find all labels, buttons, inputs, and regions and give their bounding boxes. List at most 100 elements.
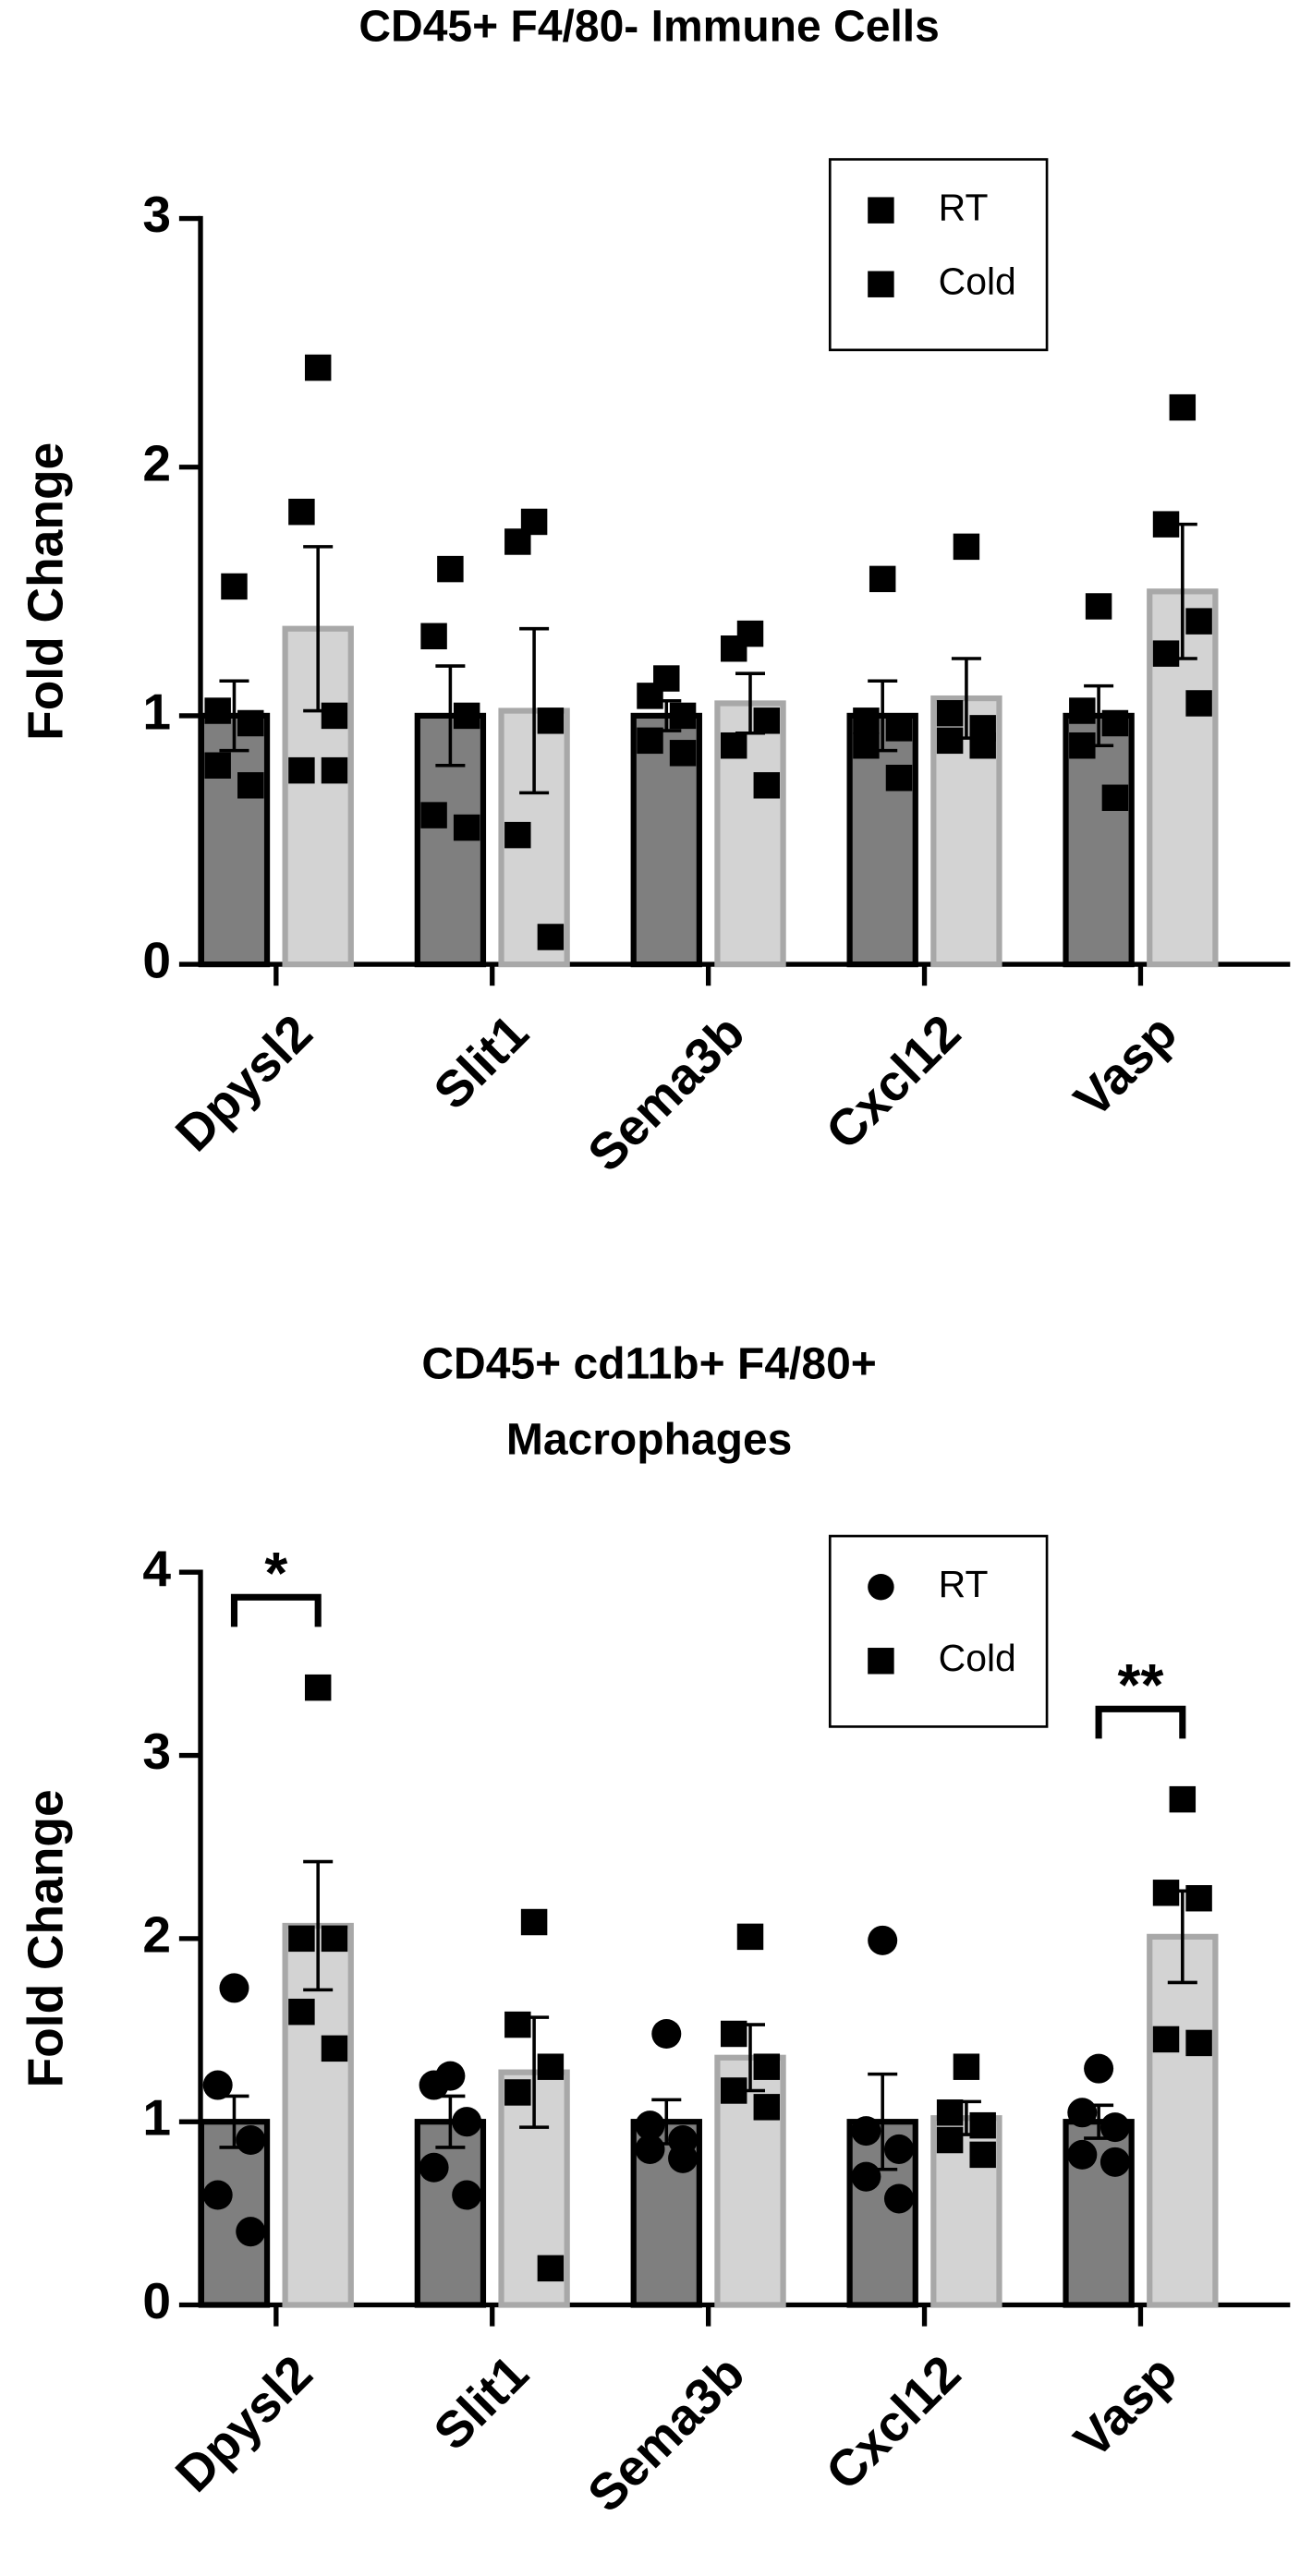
- data-point: [504, 2079, 531, 2106]
- legend-marker: [868, 1648, 894, 1675]
- data-point: [1185, 608, 1212, 635]
- data-point: [885, 764, 913, 792]
- data-point: [669, 702, 697, 730]
- data-point: [288, 756, 315, 784]
- data-point: [1100, 2147, 1130, 2177]
- data-point: [936, 2126, 964, 2154]
- x-tick-label: Cxcl12: [815, 1004, 972, 1161]
- significance-label: **: [1118, 1651, 1164, 1718]
- data-point: [969, 2141, 996, 2169]
- data-point: [537, 2053, 565, 2080]
- legend-marker: [868, 1573, 894, 1601]
- y-tick-label: 2: [142, 434, 171, 491]
- data-point: [202, 2180, 233, 2210]
- y-axis-label: Fold Change: [18, 442, 73, 741]
- error-bar: [303, 1859, 334, 1992]
- data-point: [504, 2011, 531, 2038]
- data-point: [753, 707, 781, 734]
- data-point: [236, 2125, 266, 2156]
- x-tick-label: Cxcl12: [815, 2344, 972, 2501]
- data-point: [537, 924, 565, 950]
- data-point: [202, 2070, 233, 2100]
- data-point: [437, 555, 464, 583]
- y-tick-label: 1: [142, 2089, 171, 2147]
- data-point: [204, 752, 231, 779]
- data-point: [1100, 2112, 1130, 2143]
- data-point: [1101, 709, 1129, 737]
- legend-box: [828, 1534, 1049, 1728]
- data-point: [953, 2053, 980, 2080]
- error-bar: [435, 664, 466, 768]
- y-tick-label: 4: [142, 1540, 171, 1597]
- bar: [414, 2119, 487, 2308]
- data-point: [1069, 697, 1096, 724]
- y-tick-label: 0: [142, 932, 171, 989]
- legend-marker: [868, 271, 894, 297]
- data-point: [651, 2018, 682, 2050]
- data-point: [504, 821, 531, 849]
- data-point: [419, 2070, 449, 2100]
- data-point: [720, 2020, 747, 2048]
- x-tick-label: Sema3b: [577, 2344, 755, 2522]
- x-tick-label: Vasp: [1063, 1004, 1187, 1129]
- data-point: [288, 1925, 315, 1953]
- data-point: [1084, 2053, 1114, 2084]
- data-point: [237, 709, 264, 737]
- data-point: [420, 623, 447, 650]
- legend-box: [828, 158, 1049, 352]
- data-point: [720, 635, 747, 662]
- data-point: [453, 814, 480, 841]
- data-point: [221, 573, 248, 600]
- data-point: [520, 1908, 548, 1936]
- data-point: [668, 2143, 699, 2173]
- data-point: [753, 772, 781, 799]
- data-point: [1067, 2098, 1098, 2128]
- data-point: [853, 732, 880, 759]
- data-point: [219, 1973, 249, 2003]
- legend-label: RT: [939, 1563, 989, 1605]
- data-point: [504, 528, 531, 555]
- data-point: [720, 732, 747, 759]
- data-point: [635, 2110, 665, 2141]
- data-point: [869, 565, 896, 593]
- data-point: [304, 354, 332, 381]
- data-point: [236, 2217, 266, 2247]
- data-point: [1185, 2029, 1212, 2057]
- data-point: [1185, 690, 1212, 717]
- data-point: [885, 715, 913, 742]
- data-point: [969, 732, 996, 759]
- data-point: [969, 2111, 996, 2139]
- data-point: [452, 2107, 482, 2137]
- data-point: [321, 2035, 348, 2062]
- data-point: [419, 2152, 449, 2183]
- data-point: [1169, 393, 1197, 421]
- data-point: [635, 2134, 665, 2164]
- data-point: [321, 1925, 348, 1953]
- data-point: [452, 2180, 482, 2210]
- data-point: [669, 740, 697, 767]
- data-point: [204, 697, 231, 724]
- chart-title: CD45+ cd11b+ F4/80+: [421, 1340, 876, 1389]
- data-point: [936, 2099, 964, 2126]
- data-point: [637, 727, 663, 755]
- chart-title: Macrophages: [506, 1415, 793, 1464]
- data-point: [1152, 511, 1180, 538]
- data-point: [1067, 2139, 1098, 2170]
- x-tick-label: Slit1: [422, 1004, 539, 1120]
- data-point: [321, 756, 348, 784]
- x-tick-label: Dpysl2: [164, 1004, 323, 1163]
- legend-label: Cold: [939, 260, 1016, 303]
- data-point: [1169, 1785, 1197, 1813]
- data-point: [537, 707, 565, 734]
- y-tick-label: 1: [142, 683, 171, 740]
- bar: [198, 712, 271, 968]
- y-axis-label: Fold Change: [18, 1789, 73, 2087]
- y-tick-label: 0: [142, 2272, 171, 2329]
- data-point: [851, 2161, 881, 2192]
- data-point: [637, 683, 663, 709]
- data-point: [853, 707, 880, 734]
- data-point: [1185, 1885, 1212, 1912]
- data-point: [953, 533, 980, 561]
